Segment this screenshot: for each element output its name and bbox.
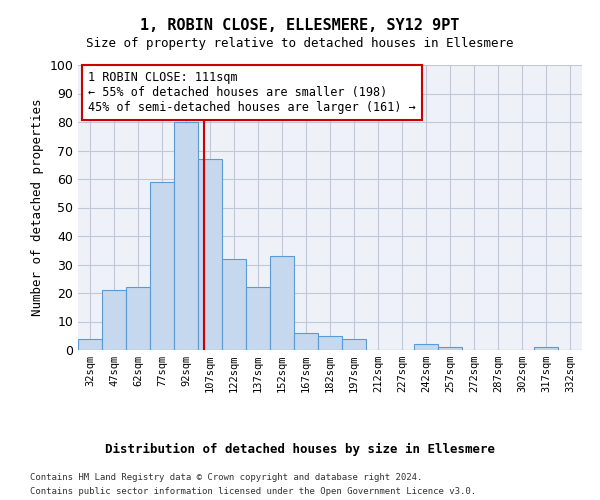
Text: 1 ROBIN CLOSE: 111sqm
← 55% of detached houses are smaller (198)
45% of semi-det: 1 ROBIN CLOSE: 111sqm ← 55% of detached … (88, 70, 416, 114)
Text: Size of property relative to detached houses in Ellesmere: Size of property relative to detached ho… (86, 38, 514, 51)
Text: Contains public sector information licensed under the Open Government Licence v3: Contains public sector information licen… (30, 488, 476, 496)
Text: Distribution of detached houses by size in Ellesmere: Distribution of detached houses by size … (105, 442, 495, 456)
Bar (534, 347, 558, 350)
Bar (318, 336, 342, 350)
Bar (174, 122, 198, 350)
Bar (414, 344, 438, 350)
Y-axis label: Number of detached properties: Number of detached properties (31, 99, 44, 316)
Text: 1, ROBIN CLOSE, ELLESMERE, SY12 9PT: 1, ROBIN CLOSE, ELLESMERE, SY12 9PT (140, 18, 460, 32)
Bar (78, 338, 102, 350)
Text: Contains HM Land Registry data © Crown copyright and database right 2024.: Contains HM Land Registry data © Crown c… (30, 472, 422, 482)
Bar (438, 347, 462, 350)
Bar (246, 288, 270, 350)
Bar (126, 288, 150, 350)
Bar (150, 182, 174, 350)
Bar (102, 290, 126, 350)
Bar (294, 333, 318, 350)
Bar (342, 338, 366, 350)
Bar (222, 259, 246, 350)
Bar (198, 159, 222, 350)
Bar (270, 256, 294, 350)
